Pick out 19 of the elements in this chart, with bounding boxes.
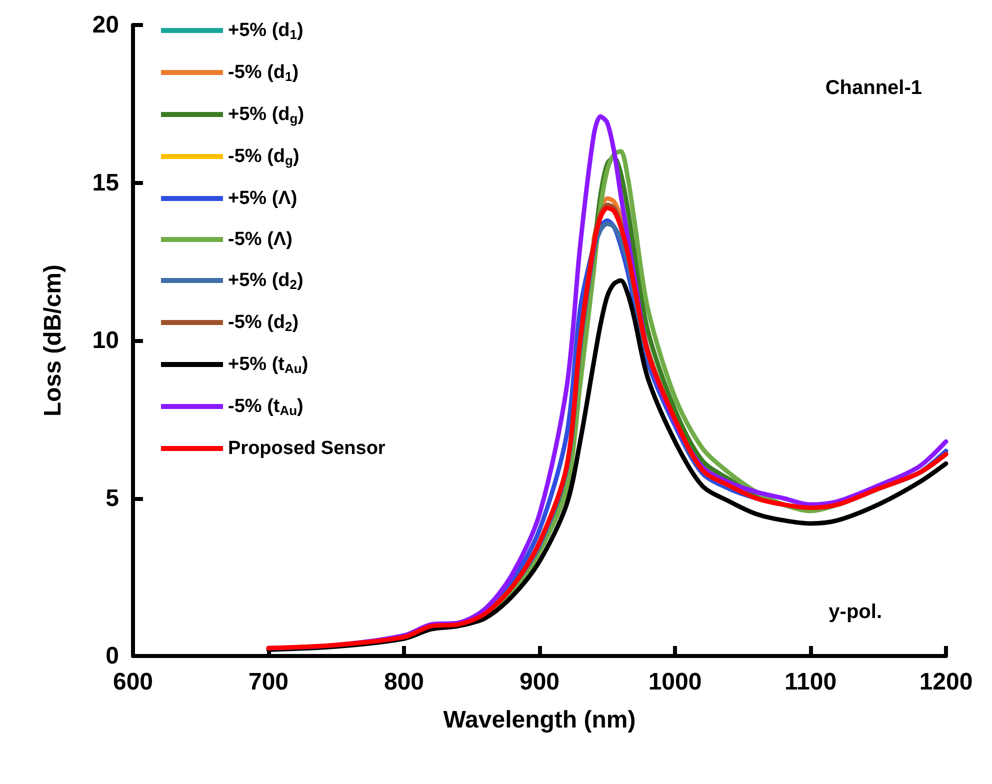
x-tick-label: 900 <box>519 668 560 696</box>
x-tick-label: 1000 <box>648 668 702 696</box>
y-tick-label: 15 <box>92 169 119 196</box>
x-axis-title: Wavelength (nm) <box>443 706 636 734</box>
y-tick-label: 20 <box>92 12 119 38</box>
x-tick-label: 800 <box>384 668 424 696</box>
y-axis-title: Loss (dB/cm) <box>40 264 66 417</box>
x-tick-label: 600 <box>112 668 154 696</box>
y-tick-label: 0 <box>106 642 119 670</box>
legend-label: +5% (Λ) <box>228 188 298 209</box>
y-tick-label: 10 <box>92 327 119 354</box>
y-tick-label: 5 <box>106 484 119 512</box>
x-tick-label: 700 <box>248 668 289 696</box>
legend-label: Proposed Sensor <box>228 438 386 459</box>
annotation: y-pol. <box>828 601 882 623</box>
x-tick-label: 1100 <box>784 668 837 696</box>
annotation: Channel-1 <box>825 77 922 99</box>
legend-label: -5% (Λ) <box>228 229 292 250</box>
x-tick-label: 1200 <box>919 668 973 696</box>
